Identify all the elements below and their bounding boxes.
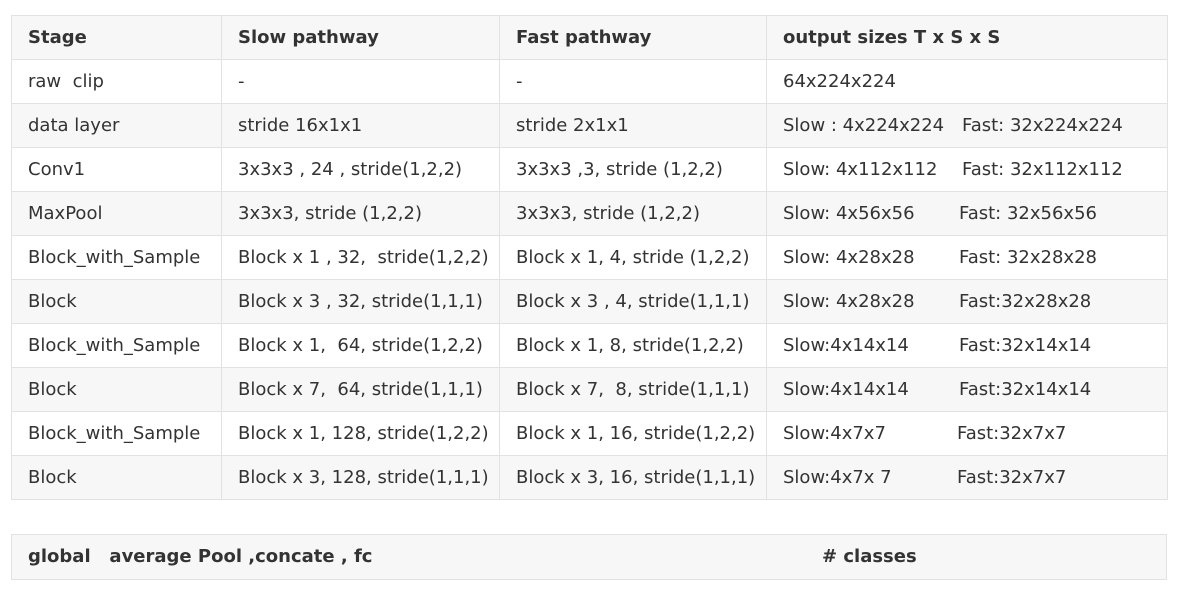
footer-row: global average Pool ,concate , fc # clas… <box>11 534 1167 580</box>
output-size-cell: Slow:4x7x 7 Fast:32x7x7 <box>766 455 1168 500</box>
output-size-cell: Slow:4x14x14 Fast:32x14x14 <box>766 367 1168 412</box>
table-row: Block Block x 3 , 32, stride(1,1,1) Block … <box>11 279 1168 324</box>
fast-pathway-cell: Block x 3, 16, stride(1,1,1) <box>499 455 767 500</box>
table-row: Block Block x 3, 128, stride(1,1,1) Block … <box>11 455 1168 500</box>
fast-pathway-cell: 3x3x3 ,3, stride (1,2,2) <box>499 147 767 192</box>
table-row: MaxPool 3x3x3, stride (1,2,2) 3x3x3, strid… <box>11 191 1168 236</box>
slow-pathway-cell: stride 16x1x1 <box>221 103 500 148</box>
header-output-sizes: output sizes T x S x S <box>766 15 1168 60</box>
output-slow: Slow:4x7x7 <box>783 423 886 444</box>
stage-cell: MaxPool <box>11 191 222 236</box>
table-row: Block Block x 7, 64, stride(1,1,1) Block x… <box>11 367 1168 412</box>
output-size-cell: Slow:4x7x7 Fast:32x7x7 <box>766 411 1168 456</box>
output-size-cell: Slow: 4x56x56 Fast: 32x56x56 <box>766 191 1168 236</box>
output-slow: Slow : 4x224x224 <box>783 115 945 136</box>
output-slow: Slow:4x14x14 <box>783 335 909 356</box>
architecture-table: Stage Slow pathway Fast pathway output s… <box>11 15 1168 500</box>
output-fast: Fast: 32x224x224 <box>962 115 1123 136</box>
stage-cell: Block <box>11 279 222 324</box>
table-row: raw clip - -64x224x224 <box>11 59 1168 104</box>
table-row: Conv1 3x3x3 , 24 , stride(1,2,2) 3x3x3 ,3,… <box>11 147 1168 192</box>
output-slow: Slow: 4x28x28 <box>783 247 915 268</box>
slow-pathway-cell: 3x3x3, stride (1,2,2) <box>221 191 500 236</box>
stage-cell: Block_with_Sample <box>11 235 222 280</box>
output-size-cell: Slow:4x14x14 Fast:32x14x14 <box>766 323 1168 368</box>
table-row: data layer stride 16x1x1 stride 2x1x1 Slow … <box>11 103 1168 148</box>
output-fast: Fast:32x7x7 <box>957 423 1067 444</box>
output-fast: Fast:32x7x7 <box>957 467 1067 488</box>
output-slow: Slow: 4x28x28 <box>783 291 915 312</box>
table-row: Block_with_Sample Block x 1 , 32, stride(… <box>11 235 1168 280</box>
header-fast-pathway: Fast pathway <box>499 15 767 60</box>
output-size-cell: Slow: 4x28x28 Fast: 32x28x28 <box>766 235 1168 280</box>
slow-pathway-cell: - <box>221 59 500 104</box>
stage-cell: raw clip <box>11 59 222 104</box>
footer-classes: # classes <box>822 546 917 567</box>
output-slow: 64x224x224 <box>783 71 896 92</box>
stage-cell: data layer <box>11 103 222 148</box>
header-stage: Stage <box>11 15 222 60</box>
table-row: Block_with_Sample Block x 1, 64, stride(1… <box>11 323 1168 368</box>
fast-pathway-cell: Block x 1, 16, stride(1,2,2) <box>499 411 767 456</box>
fast-pathway-cell: 3x3x3, stride (1,2,2) <box>499 191 767 236</box>
table-row: Block_with_Sample Block x 1, 128, stride(… <box>11 411 1168 456</box>
output-size-cell: Slow: 4x112x112 Fast: 32x112x112 <box>766 147 1168 192</box>
fast-pathway-cell: Block x 1, 8, stride(1,2,2) <box>499 323 767 368</box>
stage-cell: Conv1 <box>11 147 222 192</box>
slow-pathway-cell: 3x3x3 , 24 , stride(1,2,2) <box>221 147 500 192</box>
output-fast: Fast: 32x112x112 <box>962 159 1123 180</box>
output-size-cell: Slow : 4x224x224 Fast: 32x224x224 <box>766 103 1168 148</box>
stage-cell: Block <box>11 367 222 412</box>
fast-pathway-cell: Block x 3 , 4, stride(1,1,1) <box>499 279 767 324</box>
output-fast: Fast:32x14x14 <box>959 335 1092 356</box>
footer-label: global average Pool ,concate , fc <box>28 546 373 567</box>
stage-cell: Block_with_Sample <box>11 323 222 368</box>
output-fast: Fast: 32x56x56 <box>959 203 1097 224</box>
output-slow: Slow: 4x56x56 <box>783 203 915 224</box>
slow-pathway-cell: Block x 7, 64, stride(1,1,1) <box>221 367 500 412</box>
output-slow: Slow:4x7x 7 <box>783 467 892 488</box>
slow-pathway-cell: Block x 3 , 32, stride(1,1,1) <box>221 279 500 324</box>
fast-pathway-cell: Block x 1, 4, stride (1,2,2) <box>499 235 767 280</box>
fast-pathway-cell: stride 2x1x1 <box>499 103 767 148</box>
stage-cell: Block <box>11 455 222 500</box>
output-fast: Fast:32x14x14 <box>959 379 1092 400</box>
output-slow: Slow: 4x112x112 <box>783 159 938 180</box>
stage-cell: Block_with_Sample <box>11 411 222 456</box>
output-slow: Slow:4x14x14 <box>783 379 909 400</box>
output-fast: Fast: 32x28x28 <box>959 247 1097 268</box>
output-fast: Fast:32x28x28 <box>959 291 1092 312</box>
slow-pathway-cell: Block x 1, 128, stride(1,2,2) <box>221 411 500 456</box>
header-slow-pathway: Slow pathway <box>221 15 500 60</box>
fast-pathway-cell: Block x 7, 8, stride(1,1,1) <box>499 367 767 412</box>
output-size-cell: 64x224x224 <box>766 59 1168 104</box>
output-size-cell: Slow: 4x28x28 Fast:32x28x28 <box>766 279 1168 324</box>
fast-pathway-cell: - <box>499 59 767 104</box>
slow-pathway-cell: Block x 1, 64, stride(1,2,2) <box>221 323 500 368</box>
table-header-row: Stage Slow pathway Fast pathway output s… <box>11 15 1168 60</box>
slow-pathway-cell: Block x 3, 128, stride(1,1,1) <box>221 455 500 500</box>
slow-pathway-cell: Block x 1 , 32, stride(1,2,2) <box>221 235 500 280</box>
